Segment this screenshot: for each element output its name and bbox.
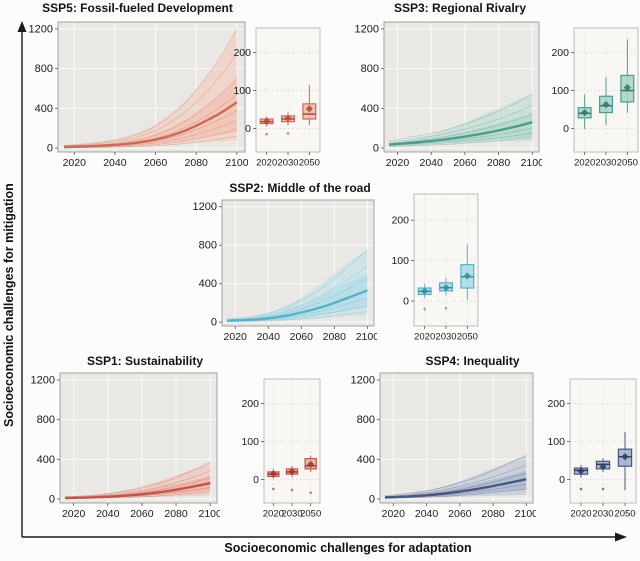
svg-text:2040: 2040 xyxy=(103,157,127,169)
svg-text:2100: 2100 xyxy=(356,331,377,343)
ssp5-line-chart: 0 400 800 1200 2020 2040 2060 2080 2100 xyxy=(28,18,249,172)
svg-text:2100: 2100 xyxy=(521,157,542,169)
svg-text:100: 100 xyxy=(241,436,259,448)
svg-text:100: 100 xyxy=(551,85,569,97)
ssp3-box-plot: 0 100 200 2020 2030 2050 xyxy=(548,24,640,172)
svg-text:2030: 2030 xyxy=(281,509,302,520)
svg-text:1200: 1200 xyxy=(351,374,375,386)
svg-text:2040: 2040 xyxy=(415,508,439,520)
svg-text:0: 0 xyxy=(253,474,259,486)
svg-text:0: 0 xyxy=(559,474,565,486)
svg-text:400: 400 xyxy=(37,454,55,466)
svg-text:2050: 2050 xyxy=(300,509,321,520)
svg-text:2020: 2020 xyxy=(62,508,86,520)
svg-text:1200: 1200 xyxy=(193,201,217,213)
svg-text:2020: 2020 xyxy=(256,158,277,169)
svg-text:0: 0 xyxy=(49,494,55,506)
svg-text:0: 0 xyxy=(563,123,569,135)
svg-text:800: 800 xyxy=(361,63,379,75)
svg-text:2020: 2020 xyxy=(574,158,595,169)
svg-text:1200: 1200 xyxy=(355,23,379,35)
svg-text:200: 200 xyxy=(233,47,251,59)
svg-text:400: 400 xyxy=(357,454,375,466)
svg-text:2030: 2030 xyxy=(435,332,456,343)
svg-text:2020: 2020 xyxy=(382,508,406,520)
svg-text:2050: 2050 xyxy=(457,332,478,343)
svg-text:800: 800 xyxy=(357,414,375,426)
svg-text:0: 0 xyxy=(211,317,217,329)
ssp2-box-plot: 0 100 200 2020 2030 2050 xyxy=(388,190,480,346)
svg-text:200: 200 xyxy=(551,47,569,59)
svg-text:2060: 2060 xyxy=(453,157,477,169)
ssp1-box-plot: 0 100 200 2020 2030 2050 xyxy=(238,375,322,523)
ssp1-line-chart: 0 400 800 1200 2020 2040 2060 2080 2100 xyxy=(30,369,222,523)
svg-text:2020: 2020 xyxy=(263,509,284,520)
svg-text:2020: 2020 xyxy=(224,331,248,343)
svg-text:2050: 2050 xyxy=(617,158,638,169)
svg-text:0: 0 xyxy=(373,143,379,155)
svg-text:2020: 2020 xyxy=(63,157,87,169)
svg-text:2080: 2080 xyxy=(164,508,188,520)
svg-text:2040: 2040 xyxy=(419,157,443,169)
panel-title-ssp3: SSP3: Regional Rivalry xyxy=(393,1,527,15)
svg-text:2080: 2080 xyxy=(185,157,209,169)
svg-text:2030: 2030 xyxy=(592,509,613,520)
svg-text:2020: 2020 xyxy=(570,509,591,520)
ssp2-line-chart: 0 400 800 1200 2020 2040 2060 2080 2100 xyxy=(192,196,379,346)
svg-text:2080: 2080 xyxy=(481,508,505,520)
svg-text:0: 0 xyxy=(47,143,53,155)
svg-text:2100: 2100 xyxy=(515,508,536,520)
ssp3-line-chart: 0 400 800 1200 2020 2040 2060 2080 2100 xyxy=(354,18,544,172)
svg-text:2060: 2060 xyxy=(290,331,314,343)
panel-title-ssp1: SSP1: Sustainability xyxy=(86,354,204,368)
svg-text:2050: 2050 xyxy=(614,509,635,520)
svg-text:2060: 2060 xyxy=(144,157,168,169)
svg-text:400: 400 xyxy=(35,103,53,115)
svg-text:2020: 2020 xyxy=(414,332,435,343)
svg-text:800: 800 xyxy=(37,414,55,426)
ssp5-box-plot: 0 100 200 2020 2030 2050 xyxy=(230,24,322,172)
svg-text:100: 100 xyxy=(233,85,251,97)
svg-text:100: 100 xyxy=(547,436,565,448)
svg-text:2030: 2030 xyxy=(595,158,616,169)
panel-title-ssp5: SSP5: Fossil-fueled Development xyxy=(42,1,233,15)
panel-title-ssp4: SSP4: Inequality xyxy=(425,354,520,368)
svg-text:2030: 2030 xyxy=(277,158,298,169)
svg-text:2080: 2080 xyxy=(487,157,511,169)
svg-text:400: 400 xyxy=(199,278,217,290)
svg-text:2020: 2020 xyxy=(386,157,410,169)
svg-text:200: 200 xyxy=(391,215,409,227)
y-axis-label: Socioeconomic challenges for mitigation xyxy=(2,183,16,427)
svg-text:1200: 1200 xyxy=(29,23,53,35)
ssp4-box-plot: 0 100 200 2020 2030 2050 xyxy=(544,375,638,523)
x-axis-label: Socioeconomic challenges for adaptation xyxy=(224,541,472,555)
svg-text:2100: 2100 xyxy=(198,508,220,520)
svg-text:2060: 2060 xyxy=(448,508,472,520)
svg-text:0: 0 xyxy=(369,494,375,506)
svg-text:200: 200 xyxy=(241,398,259,410)
svg-text:2050: 2050 xyxy=(299,158,320,169)
svg-text:400: 400 xyxy=(361,103,379,115)
svg-text:2040: 2040 xyxy=(96,508,120,520)
svg-text:200: 200 xyxy=(547,398,565,410)
svg-text:1200: 1200 xyxy=(31,374,55,386)
ssp4-line-chart: 0 400 800 1200 2020 2040 2060 2080 2100 xyxy=(350,369,538,523)
svg-text:100: 100 xyxy=(391,255,409,267)
svg-text:800: 800 xyxy=(199,240,217,252)
svg-text:0: 0 xyxy=(403,295,409,307)
svg-text:2040: 2040 xyxy=(257,331,281,343)
svg-text:2080: 2080 xyxy=(323,331,347,343)
svg-text:2100: 2100 xyxy=(225,157,248,169)
svg-text:0: 0 xyxy=(245,123,251,135)
svg-text:2060: 2060 xyxy=(130,508,154,520)
panel-title-ssp2: SSP2: Middle of the road xyxy=(229,181,371,195)
svg-text:800: 800 xyxy=(35,63,53,75)
